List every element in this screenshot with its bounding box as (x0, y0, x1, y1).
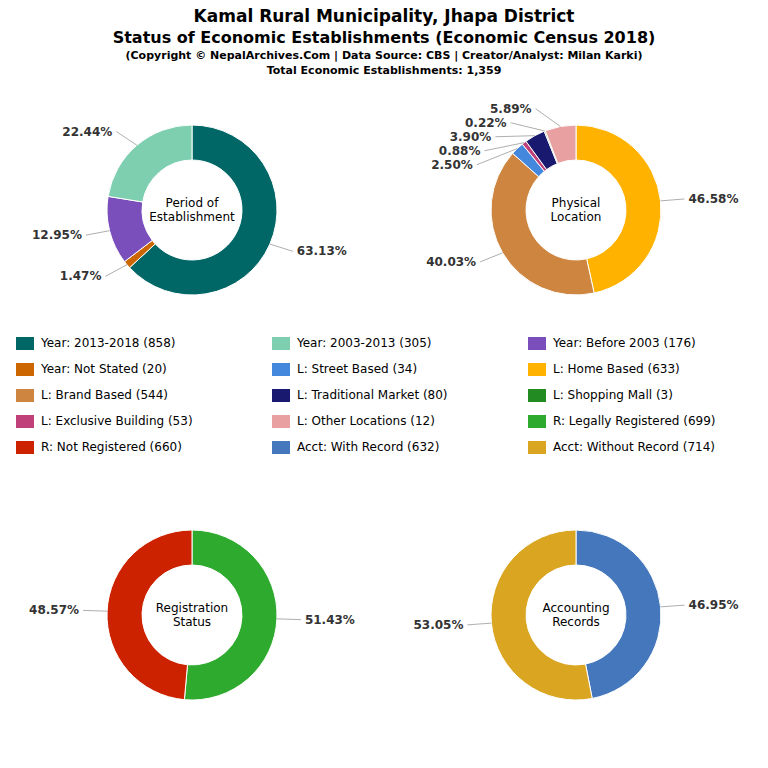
svg-text:40.03%: 40.03% (426, 255, 476, 269)
html-text:L: Home Based (633): L: Home Based (633) (553, 362, 680, 376)
html-text:L: Street Based (34): L: Street Based (34) (297, 362, 418, 376)
html-text:Kamal Rural Municipality, Jhap: Kamal Rural Municipality, Jhapa District (193, 6, 575, 26)
html-text:Physical Location: Physical Location (550, 196, 602, 224)
html-text:Accounting Records: Accounting Records (542, 601, 610, 629)
html-text:Year: 2003-2013 (305): Year: 2003-2013 (305) (297, 336, 432, 350)
html-text:L: Shopping Mall (3): L: Shopping Mall (3) (553, 388, 673, 402)
svg-text:53.05%: 53.05% (413, 618, 463, 632)
html-text:Acct: With Record (632): Acct: With Record (632) (297, 440, 440, 454)
svg-text:2.50%: 2.50% (431, 158, 473, 172)
html-text:Period of Establishment: Period of Establishment (149, 196, 235, 224)
svg-text:63.13%: 63.13% (297, 244, 347, 258)
html-text:Acct: Without Record (714): Acct: Without Record (714) (553, 440, 715, 454)
html-text:Year: Before 2003 (176): Year: Before 2003 (176) (553, 336, 696, 350)
html-text:Year: Not Stated (20): Year: Not Stated (20) (41, 362, 167, 376)
html-text:Status of Economic Establishme: Status of Economic Establishments (Econo… (112, 28, 656, 47)
svg-text:22.44%: 22.44% (62, 125, 112, 139)
svg-text:46.58%: 46.58% (688, 192, 738, 206)
html-text:Total Economic Establishments:: Total Economic Establishments: 1,359 (266, 64, 502, 77)
svg-text:0.88%: 0.88% (439, 144, 481, 158)
html-text:Year: 2013-2018 (858): Year: 2013-2018 (858) (41, 336, 176, 350)
html-text:R: Legally Registered (699): R: Legally Registered (699) (553, 414, 716, 428)
html-text:R: Not Registered (660): R: Not Registered (660) (41, 440, 182, 454)
html-text:Registration Status: Registration Status (155, 601, 229, 629)
svg-text:12.95%: 12.95% (32, 228, 82, 242)
svg-text:0.22%: 0.22% (465, 116, 507, 130)
svg-text:5.89%: 5.89% (490, 102, 532, 116)
svg-text:3.90%: 3.90% (450, 130, 492, 144)
html-text:(Copyright © NepalArchives.Com: (Copyright © NepalArchives.Com | Data So… (125, 49, 643, 62)
html-text:L: Brand Based (544): L: Brand Based (544) (41, 388, 168, 402)
svg-text:48.57%: 48.57% (29, 603, 79, 617)
svg-text:51.43%: 51.43% (305, 613, 355, 627)
html-text:L: Exclusive Building (53): L: Exclusive Building (53) (41, 414, 193, 428)
svg-text:46.95%: 46.95% (689, 598, 739, 612)
svg-text:1.47%: 1.47% (60, 269, 102, 283)
html-text:L: Traditional Market (80): L: Traditional Market (80) (297, 388, 448, 402)
html-text:L: Other Locations (12): L: Other Locations (12) (297, 414, 435, 428)
